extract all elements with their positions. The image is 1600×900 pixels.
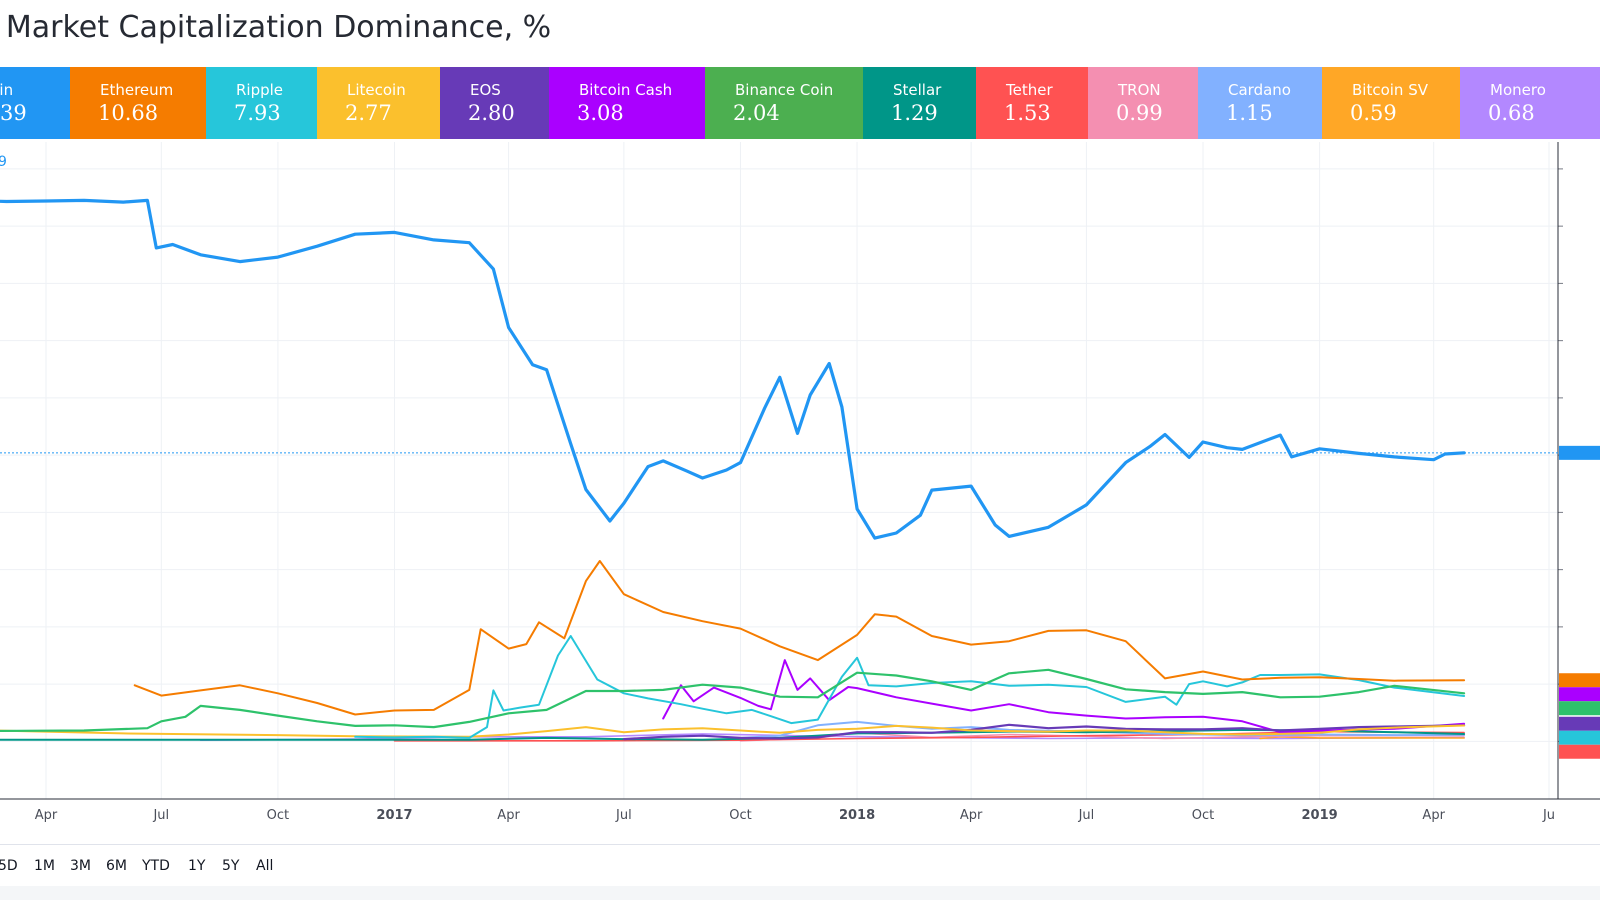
legend-tile-8[interactable]: Tether 1.53: [976, 67, 1088, 139]
series-line-litecoin[interactable]: [0, 724, 1466, 738]
legend-tile-1[interactable]: Ethereum 10.68: [70, 67, 206, 139]
range-button-1m[interactable]: 1M: [34, 858, 55, 874]
legend-tile-4[interactable]: EOS 2.80: [440, 67, 549, 139]
x-tick-label: 2018: [839, 808, 875, 823]
x-tick-label: Jul: [615, 808, 632, 823]
legend-name: Bitcoin SV: [1352, 81, 1428, 99]
legend-value: 0.99: [1116, 101, 1163, 125]
legend-tile-7[interactable]: Stellar 1.29: [863, 67, 976, 139]
price-scale-marker: [1559, 687, 1600, 702]
legend-value: 0.59: [1350, 101, 1397, 125]
x-tick-label: Jul: [152, 808, 169, 823]
legend-value: 3.08: [577, 101, 624, 125]
x-tick-label: Apr: [960, 808, 983, 823]
legend-tile-6[interactable]: Binance Coin 2.04: [705, 67, 863, 139]
x-tick-label: Jul: [1078, 808, 1095, 823]
legend-value: 1.29: [891, 101, 938, 125]
legend-name: Cardano: [1228, 81, 1291, 99]
legend-name: Litecoin: [347, 81, 406, 99]
x-tick-label: Ju: [1542, 808, 1555, 823]
legend-name: Tether: [1006, 81, 1053, 99]
price-scale-marker: [1559, 744, 1600, 759]
last-value-label: 9: [0, 154, 7, 170]
series-line-ethereum[interactable]: [133, 560, 1466, 716]
bottom-strip: [0, 886, 1600, 900]
range-button-all[interactable]: All: [256, 858, 274, 874]
range-button-5y[interactable]: 5Y: [222, 858, 240, 874]
x-tick-label: Oct: [1192, 808, 1214, 823]
series-line-binance-coin[interactable]: [0, 668, 1466, 733]
legend-name: Ethereum: [100, 81, 174, 99]
price-scale-marker: [1559, 730, 1600, 745]
range-button-1y[interactable]: 1Y: [188, 858, 206, 874]
chart-title: l Market Capitalization Dominance, %: [0, 10, 552, 45]
price-scale-marker: [1559, 445, 1600, 460]
legend-value: 7.93: [234, 101, 281, 125]
x-tick-label: Oct: [267, 808, 289, 823]
series-line-ripple[interactable]: [354, 635, 1466, 739]
legend-value: 10.68: [98, 101, 159, 125]
legend-name: Stellar: [893, 81, 942, 99]
legend-tile-2[interactable]: Ripple 7.93: [206, 67, 317, 139]
series-line-eos[interactable]: [622, 723, 1466, 741]
legend-name: Bitcoin Cash: [579, 81, 673, 99]
legend-name: TRON: [1118, 81, 1161, 99]
range-button-6m[interactable]: 6M: [106, 858, 127, 874]
legend-value: 2.77: [345, 101, 392, 125]
legend-value: 0.68: [1488, 101, 1535, 125]
legend-tile-3[interactable]: Litecoin 2.77: [317, 67, 440, 139]
legend-tile-10[interactable]: Cardano 1.15: [1198, 67, 1322, 139]
legend-name: Ripple: [236, 81, 284, 99]
range-button-ytd[interactable]: YTD: [142, 858, 170, 874]
price-scale-marker: [1559, 673, 1600, 688]
legend-tile-0[interactable]: coin 5.39: [0, 67, 70, 139]
series-line-bitcoin-sv[interactable]: [1259, 736, 1465, 740]
legend-name: EOS: [470, 81, 501, 99]
range-button-3m[interactable]: 3M: [70, 858, 91, 874]
chart-plot-area[interactable]: Apr Jul Oct 2017 Apr Jul Oct 2018 Apr Jul Oct 2019 A…: [0, 142, 1600, 842]
legend-name: Monero: [1490, 81, 1546, 99]
chart-bottom-divider: [0, 844, 1600, 845]
legend-value: 1.53: [1004, 101, 1051, 125]
legend-tile-5[interactable]: Bitcoin Cash 3.08: [549, 67, 705, 139]
legend-bar: coin 5.39 Ethereum 10.68 Ripple 7.93 Litecoin 2…: [0, 67, 1600, 139]
legend-value: 1.15: [1226, 101, 1273, 125]
legend-tile-11[interactable]: Bitcoin SV 0.59: [1322, 67, 1460, 139]
legend-value: 2.80: [468, 101, 515, 125]
x-tick-label: Apr: [497, 808, 520, 823]
x-tick-label: Apr: [1422, 808, 1445, 823]
legend-name: coin: [0, 81, 14, 99]
legend-tile-12[interactable]: Monero 0.68: [1460, 67, 1600, 139]
series-line-cardano[interactable]: [739, 720, 1466, 739]
legend-name: Binance Coin: [735, 81, 834, 99]
legend-value: 5.39: [0, 101, 27, 125]
series-line-bitcoin-cash[interactable]: [662, 659, 1466, 734]
series-line-bitcoin[interactable]: [0, 198, 1466, 540]
x-tick-label: 2019: [1302, 808, 1338, 823]
price-scale-marker: [1559, 701, 1600, 716]
legend-value: 2.04: [733, 101, 780, 125]
x-tick-label: Oct: [729, 808, 751, 823]
price-scale-marker: [1559, 716, 1600, 731]
range-button-5d[interactable]: 5D: [0, 858, 18, 874]
x-tick-label: Apr: [35, 808, 58, 823]
legend-tile-9[interactable]: TRON 0.99: [1088, 67, 1198, 139]
x-tick-label: 2017: [376, 808, 412, 823]
